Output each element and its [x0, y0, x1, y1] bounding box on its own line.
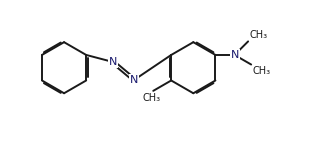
Text: CH₃: CH₃ [253, 66, 271, 76]
Text: N: N [130, 75, 139, 85]
Text: N: N [230, 50, 239, 60]
Text: CH₃: CH₃ [250, 30, 268, 40]
Text: N: N [109, 57, 117, 67]
Text: CH₃: CH₃ [142, 93, 161, 103]
